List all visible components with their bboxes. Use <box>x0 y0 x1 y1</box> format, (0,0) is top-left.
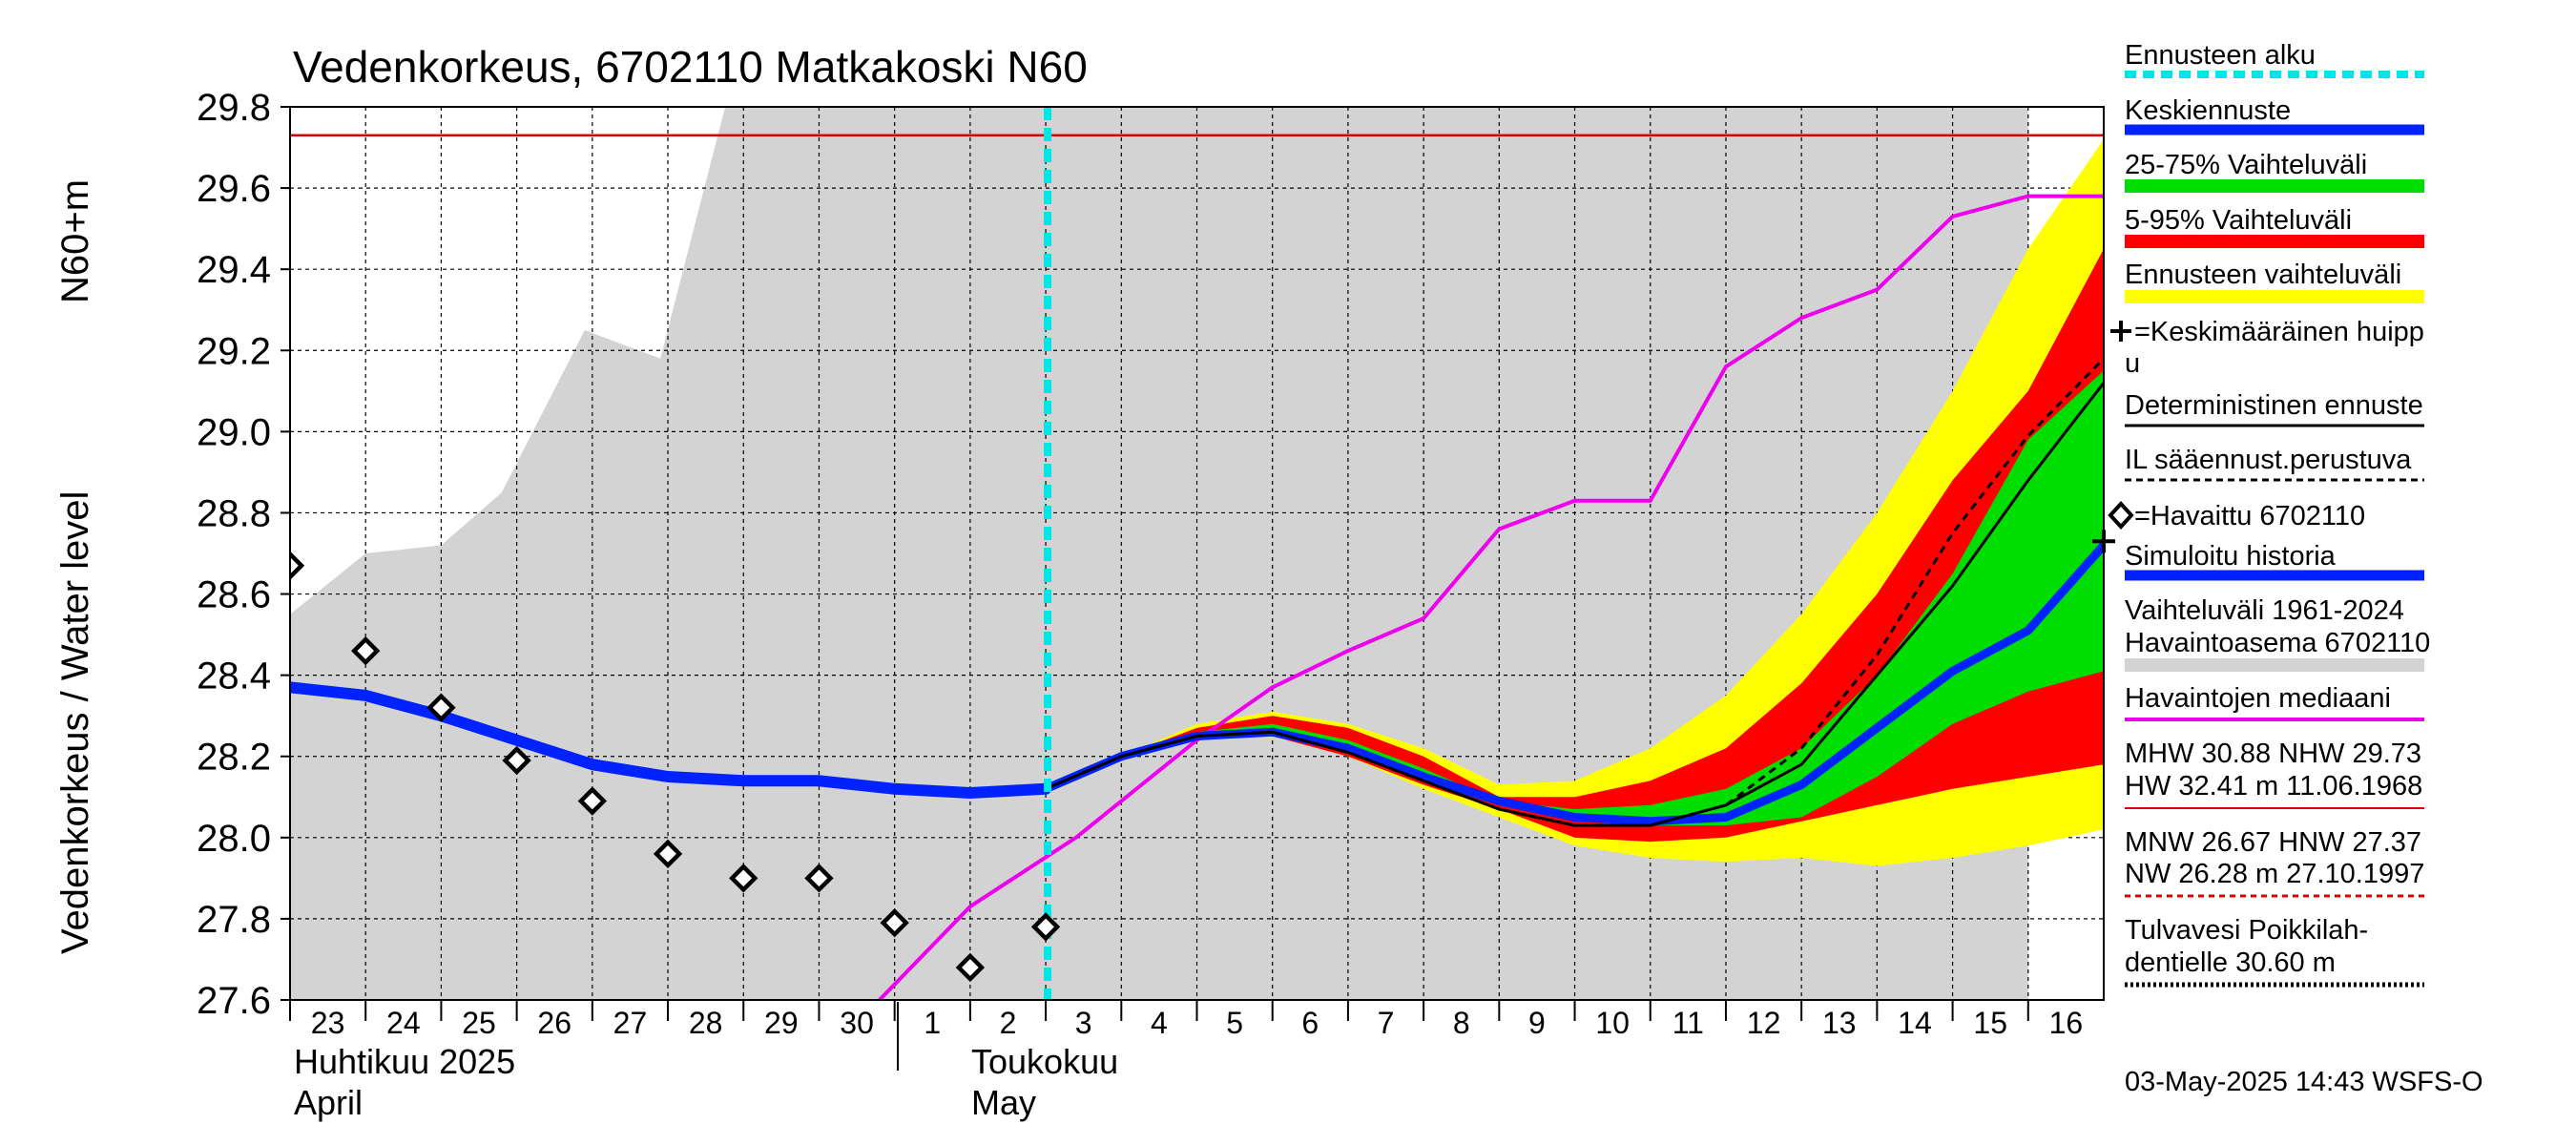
x-tick-label: 28 <box>689 1006 723 1040</box>
y-tick-label: 28.8 <box>197 492 271 534</box>
y-tick-label: 27.6 <box>197 980 271 1022</box>
x-tick-label: 5 <box>1226 1006 1243 1040</box>
x-tick-label: 9 <box>1528 1006 1546 1040</box>
x-tick-label: 12 <box>1747 1006 1781 1040</box>
plot-area <box>290 107 2104 1000</box>
observed-point <box>729 864 758 893</box>
x-tick-label: 16 <box>2049 1006 2084 1040</box>
x-tick-label: 25 <box>462 1006 496 1040</box>
simulated-history-line <box>290 681 1052 799</box>
legend: Ennusteen alku Keskiennuste 25-75% Vaiht… <box>2108 40 2430 988</box>
x-tick-label: 26 <box>537 1006 571 1040</box>
median-observed-line <box>878 194 2104 1000</box>
legend-label-range-1: Vaihteluväli 1961-2024 <box>2125 595 2404 626</box>
y-axis-label: Vedenkorkeus / Water level <box>54 491 96 954</box>
x-tick-label: 15 <box>1973 1006 2007 1040</box>
il-forecast-line <box>1045 357 2104 827</box>
observed-point <box>502 745 531 776</box>
x-axis-ticks: 23 24 25 26 27 28 29 30 1 2 3 4 5 6 7 8 9 10 11 12 13 14 15 16 <box>289 1000 2084 1040</box>
x-tick-label: 1 <box>924 1006 941 1040</box>
y-axis-ticks: 29.8 29.6 29.4 29.2 29.0 28.8 28.6 28.4 28.2 28.0… <box>197 87 290 1022</box>
x-tick-label: 2 <box>1000 1006 1017 1040</box>
y-tick-label: 29.0 <box>197 411 271 453</box>
legend-label-band-5-95: 5-95% Vaihteluväli <box>2125 205 2352 236</box>
x-tick-label: 11 <box>1672 1006 1704 1040</box>
band-25-75 <box>1046 370 2104 826</box>
legend-stats-1: MHW 30.88 NHW 29.73 <box>2125 739 2421 769</box>
legend-flood-2: dentielle 30.60 m <box>2125 947 2336 978</box>
x-tick-label: 23 <box>311 1006 345 1040</box>
y-axis-unit: N60+m <box>54 179 96 303</box>
x-tick-label: 7 <box>1378 1006 1395 1040</box>
x-tick-label: 10 <box>1595 1006 1630 1040</box>
legend-flood-1: Tulvavesi Poikkilah- <box>2125 915 2368 946</box>
legend-stats-3: MNW 26.67 HNW 27.37 <box>2125 827 2421 858</box>
legend-stats-4: NW 26.28 m 27.10.1997 <box>2125 859 2424 889</box>
x-tick-label: 24 <box>386 1006 421 1040</box>
observed-points <box>290 551 1061 983</box>
x-tick-label: 13 <box>1822 1006 1857 1040</box>
legend-label-deterministic: Deterministinen ennuste <box>2125 390 2423 421</box>
y-tick-label: 29.4 <box>197 249 271 291</box>
x-tick-label: 6 <box>1301 1006 1319 1040</box>
legend-label-il-forecast: IL sääennust.perustuva <box>2125 445 2412 475</box>
observed-point <box>351 635 381 666</box>
x-tick-label: 8 <box>1453 1006 1470 1040</box>
x-tick-label: 27 <box>613 1006 648 1040</box>
observed-point <box>653 839 683 869</box>
legend-label-mean-peak-cont: u <box>2125 348 2140 379</box>
x-tick-label: 30 <box>840 1006 874 1040</box>
x-tick-label: 3 <box>1075 1006 1092 1040</box>
y-tick-label: 28.0 <box>197 818 271 860</box>
timestamp: 03-May-2025 14:43 WSFS-O <box>2125 1067 2483 1097</box>
x-tick-label: 14 <box>1898 1006 1932 1040</box>
month-label-april-fi: Huhtikuu 2025 <box>294 1042 515 1081</box>
legend-stats-2: HW 32.41 m 11.06.1968 <box>2125 771 2422 802</box>
chart-title: Vedenkorkeus, 6702110 Matkakoski N60 <box>293 42 1088 92</box>
y-tick-label: 29.6 <box>197 168 271 210</box>
y-tick-label: 28.4 <box>197 656 271 697</box>
y-tick-label: 29.8 <box>197 87 271 129</box>
observed-point <box>804 864 834 893</box>
legend-diamond-icon <box>2108 501 2134 530</box>
legend-label-median: Havaintojen mediaani <box>2125 683 2391 714</box>
legend-label-simulated: Simuloitu historia <box>2125 541 2337 572</box>
legend-label-range-2: Havaintoasema 6702110 <box>2125 628 2430 658</box>
x-tick-label: 29 <box>764 1006 799 1040</box>
observed-point <box>955 952 986 983</box>
observed-point <box>426 693 456 722</box>
observed-point <box>1030 912 1061 942</box>
y-tick-label: 28.2 <box>197 737 271 779</box>
legend-label-observed: =Havaittu 6702110 <box>2134 501 2365 531</box>
y-tick-label: 27.8 <box>197 899 271 941</box>
y-tick-label: 28.6 <box>197 574 271 616</box>
observed-point <box>290 551 305 580</box>
observed-point <box>577 786 608 816</box>
legend-label-band-25-75: 25-75% Vaihteluväli <box>2125 150 2367 180</box>
observed-point <box>880 907 909 938</box>
legend-label-mean-forecast: Keskiennuste <box>2125 95 2291 126</box>
month-label-may-en: May <box>971 1083 1036 1122</box>
legend-label-forecast-range: Ennusteen vaihteluväli <box>2125 260 2401 290</box>
month-label-may-fi: Toukokuu <box>971 1042 1118 1081</box>
month-label-april-en: April <box>294 1083 363 1122</box>
legend-label-forecast-start: Ennusteen alku <box>2125 40 2316 71</box>
y-tick-label: 29.2 <box>197 330 271 372</box>
x-tick-label: 4 <box>1151 1006 1168 1040</box>
legend-plus-icon <box>2110 321 2131 342</box>
legend-label-mean-peak: =Keskimääräinen huipp <box>2134 317 2424 347</box>
band-5-95 <box>1046 248 2104 843</box>
